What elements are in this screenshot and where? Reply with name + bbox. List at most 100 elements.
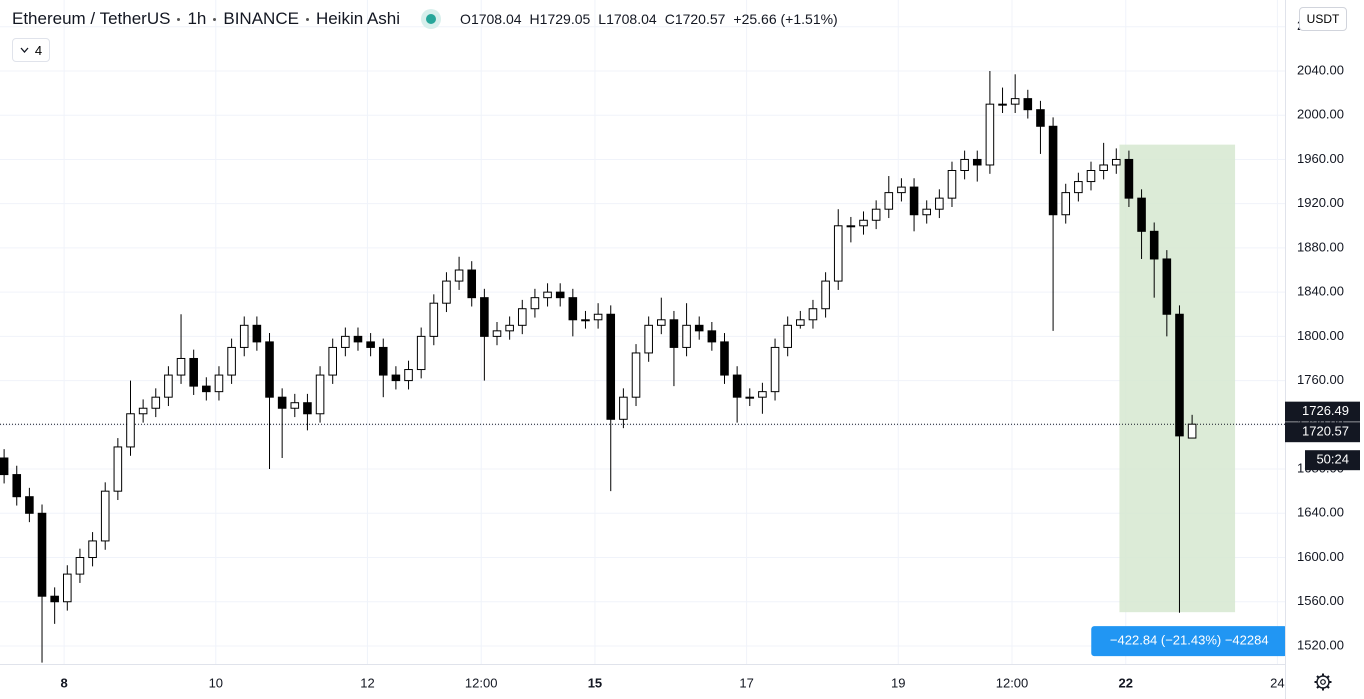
x-tick-label: 10 bbox=[209, 675, 223, 690]
ohlc-key: H bbox=[529, 11, 540, 27]
grid bbox=[0, 0, 1285, 664]
x-tick-label: 12 bbox=[360, 675, 374, 690]
candle-body bbox=[568, 297, 578, 321]
gear-tooth bbox=[1326, 675, 1330, 679]
x-tick-label: 17 bbox=[739, 675, 753, 690]
symbol: Ethereum / TetherUS bbox=[12, 9, 171, 28]
y-tick-label: 1640.00 bbox=[1297, 505, 1344, 520]
candle-body bbox=[985, 103, 995, 166]
price-axis bbox=[1285, 0, 1364, 699]
candle-body bbox=[37, 512, 47, 597]
candle-body bbox=[88, 540, 97, 559]
candle-body bbox=[947, 170, 957, 199]
candle-body bbox=[720, 341, 729, 376]
candle-body bbox=[113, 446, 123, 492]
candle-body bbox=[530, 297, 540, 310]
candle-body bbox=[1162, 258, 1172, 315]
indicator-count: 4 bbox=[34, 42, 43, 58]
indicators-toggle[interactable]: 4 bbox=[12, 38, 50, 62]
candle-body bbox=[315, 374, 325, 415]
x-tick-label: 12:00 bbox=[465, 675, 498, 690]
candle-body bbox=[922, 208, 931, 216]
candle-body bbox=[480, 297, 489, 337]
x-tick-label: 24 bbox=[1270, 675, 1284, 690]
y-tick-label: 2000.00 bbox=[1297, 107, 1344, 122]
candle-body bbox=[328, 346, 337, 376]
chart-style: Heikin Ashi bbox=[315, 9, 401, 28]
measure-label: −422.84 (−21.43%) −42284 bbox=[1110, 633, 1269, 648]
candle-body bbox=[467, 269, 477, 299]
candle-body bbox=[138, 407, 148, 415]
candle-body bbox=[189, 357, 198, 387]
change: +25.66 (+1.51%) bbox=[733, 11, 838, 27]
candle-body bbox=[1099, 164, 1108, 172]
candle-body bbox=[404, 369, 413, 382]
candle-body bbox=[555, 291, 565, 299]
measure-label-box bbox=[1091, 626, 1288, 657]
time-axis bbox=[0, 664, 1285, 699]
candle-body bbox=[1074, 181, 1083, 194]
candle-body bbox=[442, 280, 451, 304]
candle-body bbox=[1010, 98, 1020, 105]
candle-body bbox=[239, 324, 249, 348]
candle-body bbox=[821, 280, 830, 310]
y-tick-label: 1520.00 bbox=[1297, 637, 1344, 652]
y-tick-label: 1600.00 bbox=[1297, 549, 1344, 564]
candle-body bbox=[796, 319, 805, 326]
candle-body bbox=[619, 396, 628, 420]
ohlc-value: 1708.04 bbox=[470, 11, 522, 27]
candle-body bbox=[543, 291, 552, 299]
candle-body bbox=[50, 595, 59, 603]
candle-body bbox=[75, 557, 85, 575]
exchange: BINANCE bbox=[223, 9, 299, 28]
separator bbox=[177, 17, 181, 21]
candle-body bbox=[859, 219, 868, 227]
y-tick-label: 1960.00 bbox=[1297, 151, 1344, 166]
ohlc-value: 1720.57 bbox=[674, 11, 726, 27]
candle-body bbox=[252, 324, 262, 343]
candle-body bbox=[492, 330, 502, 337]
ohlc-value: 1729.05 bbox=[539, 11, 591, 27]
candle-body bbox=[63, 573, 72, 603]
candle-body bbox=[265, 341, 274, 398]
candles bbox=[0, 70, 1197, 663]
candle-body bbox=[707, 330, 717, 343]
ohlc-item: O1708.04 bbox=[460, 11, 522, 27]
market-status[interactable] bbox=[426, 14, 437, 24]
countdown: 50:24 bbox=[1316, 452, 1349, 467]
candle-body bbox=[1111, 158, 1121, 166]
x-tick-label: 8 bbox=[61, 675, 68, 690]
candle-body bbox=[732, 374, 742, 398]
currency-button[interactable]: USDT bbox=[1299, 7, 1347, 31]
candle-body bbox=[657, 319, 666, 326]
candle-body bbox=[897, 186, 906, 194]
candle-body bbox=[505, 324, 514, 332]
candle-body bbox=[644, 324, 653, 354]
ohlc-key: L bbox=[598, 11, 607, 27]
candle-body bbox=[871, 208, 881, 221]
price-tag-label: 1720.57 bbox=[1302, 424, 1349, 439]
candle-body bbox=[176, 357, 186, 376]
candle-body bbox=[631, 352, 641, 398]
candle-body bbox=[808, 308, 818, 321]
interval[interactable]: 1h bbox=[187, 9, 207, 28]
candle-body bbox=[1036, 109, 1045, 127]
ohlc-key: C bbox=[664, 11, 675, 27]
candle-body bbox=[454, 269, 464, 282]
gear-tooth bbox=[1316, 685, 1320, 689]
price-tag bbox=[1285, 401, 1360, 422]
ohlc-item: C1720.57 bbox=[665, 11, 726, 27]
separator bbox=[213, 17, 217, 21]
candle-body bbox=[935, 197, 944, 210]
candle-body bbox=[1187, 423, 1197, 439]
candle-body bbox=[429, 302, 439, 337]
ohlc-key: O bbox=[460, 11, 471, 27]
candle-body bbox=[227, 346, 236, 376]
y-tick-label: 1920.00 bbox=[1297, 195, 1344, 210]
countdown-tag bbox=[1305, 450, 1360, 471]
candle-body bbox=[846, 225, 856, 228]
candle-body bbox=[833, 225, 843, 282]
settings-button[interactable] bbox=[1314, 673, 1332, 691]
y-tick-label: 1560.00 bbox=[1297, 593, 1344, 608]
